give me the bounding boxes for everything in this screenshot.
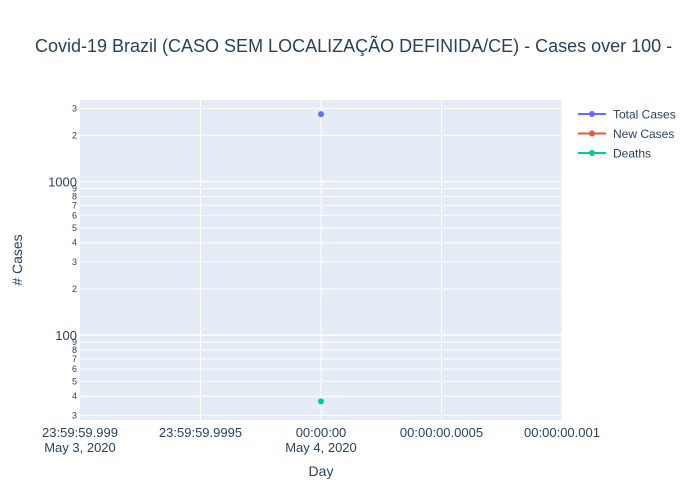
y-tick-label-minor: 6 xyxy=(72,211,77,221)
y-tick-label-minor: 9 xyxy=(72,184,77,194)
y-tick-label-minor: 3 xyxy=(72,410,77,420)
y-axis-label: # Cases xyxy=(9,234,25,285)
y-tick-label-minor: 7 xyxy=(72,200,77,210)
legend-item: Total Cases xyxy=(578,108,676,122)
y-tick-label-minor: 4 xyxy=(72,238,77,248)
y-tick-label-minor: 8 xyxy=(72,345,77,355)
x-tick-label: 00:00:00 xyxy=(296,425,347,440)
legend-item: Deaths xyxy=(578,147,651,161)
y-tick-label-minor: 4 xyxy=(72,391,77,401)
x-tick-date-label: May 4, 2020 xyxy=(285,440,357,455)
grid xyxy=(80,100,563,420)
y-tick-label-major: 1000 xyxy=(48,175,77,190)
x-tick-label: 23:59:59.9995 xyxy=(159,425,242,440)
y-tick-label-minor: 5 xyxy=(72,223,77,233)
legend-label: Deaths xyxy=(613,147,651,161)
y-tick-label-minor: 6 xyxy=(72,364,77,374)
legend-marker xyxy=(589,111,595,117)
legend-item: New Cases xyxy=(578,127,674,141)
x-tick-label: 00:00:00.001 xyxy=(524,425,600,440)
data-markers xyxy=(318,111,324,405)
legend-marker xyxy=(589,130,595,137)
x-tick-date-label: May 3, 2020 xyxy=(44,440,116,455)
y-tick-label-minor: 2 xyxy=(72,284,77,294)
marker-total-cases xyxy=(318,111,324,118)
y-tick-label-minor: 3 xyxy=(72,103,77,113)
x-tick-label: 23:59:59.999 xyxy=(42,425,118,440)
x-axis-label: Day xyxy=(309,463,334,479)
legend-label: Total Cases xyxy=(613,108,676,122)
y-tick-label-minor: 8 xyxy=(72,191,77,201)
y-tick-label-minor: 3 xyxy=(72,257,77,267)
y-tick-label-minor: 9 xyxy=(72,337,77,347)
y-tick-label-minor: 7 xyxy=(72,354,77,364)
legend-marker xyxy=(589,150,595,156)
x-tick-label: 00:00:00.0005 xyxy=(400,425,483,440)
chart-title: Covid-19 Brazil (CASO SEM LOCALIZAÇÃO DE… xyxy=(35,35,672,56)
y-tick-label-minor: 5 xyxy=(72,376,77,386)
legend-label: New Cases xyxy=(613,127,674,141)
y-tick-label-major: 100 xyxy=(55,328,77,343)
legend: Total Cases New Cases Deaths xyxy=(578,108,676,161)
marker-deaths xyxy=(318,398,324,405)
y-tick-label-minor: 2 xyxy=(72,130,77,140)
